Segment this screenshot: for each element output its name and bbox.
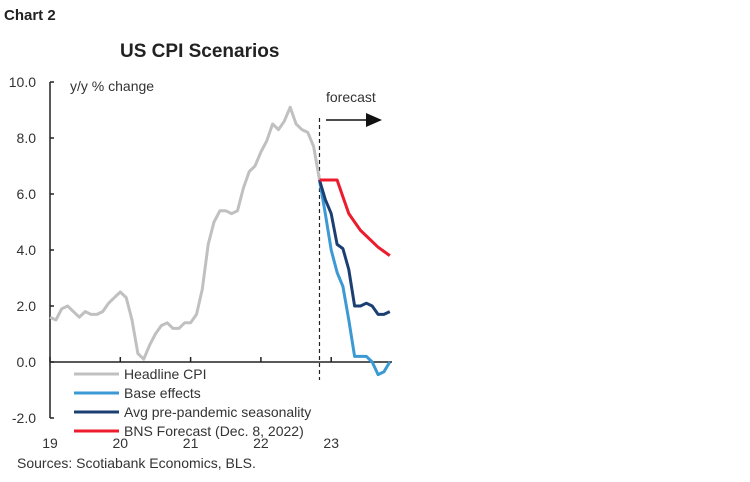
y-tick-label: 10.0 bbox=[9, 74, 36, 90]
y-tick-label: 4.0 bbox=[17, 242, 37, 258]
y-tick-label: 2.0 bbox=[17, 298, 37, 314]
series-line-2 bbox=[318, 179, 391, 316]
chart-label: Chart 2 bbox=[4, 7, 56, 24]
y-tick-label: 8.0 bbox=[17, 130, 37, 146]
x-tick-label: 23 bbox=[323, 435, 339, 451]
y-axis-label: y/y % change bbox=[70, 78, 154, 94]
chart-title: US CPI Scenarios bbox=[120, 41, 280, 62]
y-tick-label: 0.0 bbox=[17, 354, 37, 370]
series-line-1 bbox=[318, 179, 392, 377]
x-tick-label: 22 bbox=[253, 435, 269, 451]
series-line-0 bbox=[49, 105, 321, 361]
y-tick-label: 6.0 bbox=[17, 186, 37, 202]
forecast-arrow-icon bbox=[366, 113, 382, 127]
x-tick-label: 20 bbox=[113, 435, 129, 451]
legend-label-0: Headline CPI bbox=[124, 366, 207, 382]
legend-label-2: Avg pre-pandemic seasonality bbox=[124, 404, 311, 420]
forecast-annotation: forecast bbox=[326, 89, 376, 105]
source-note: Sources: Scotiabank Economics, BLS. bbox=[17, 455, 256, 471]
series-line-3 bbox=[319, 178, 391, 257]
y-tick-label: -2.0 bbox=[12, 410, 36, 426]
legend-label-1: Base effects bbox=[124, 385, 201, 401]
legend-label-3: BNS Forecast (Dec. 8, 2022) bbox=[124, 423, 304, 439]
x-tick-label: 21 bbox=[183, 435, 199, 451]
x-tick-label: 19 bbox=[42, 435, 58, 451]
